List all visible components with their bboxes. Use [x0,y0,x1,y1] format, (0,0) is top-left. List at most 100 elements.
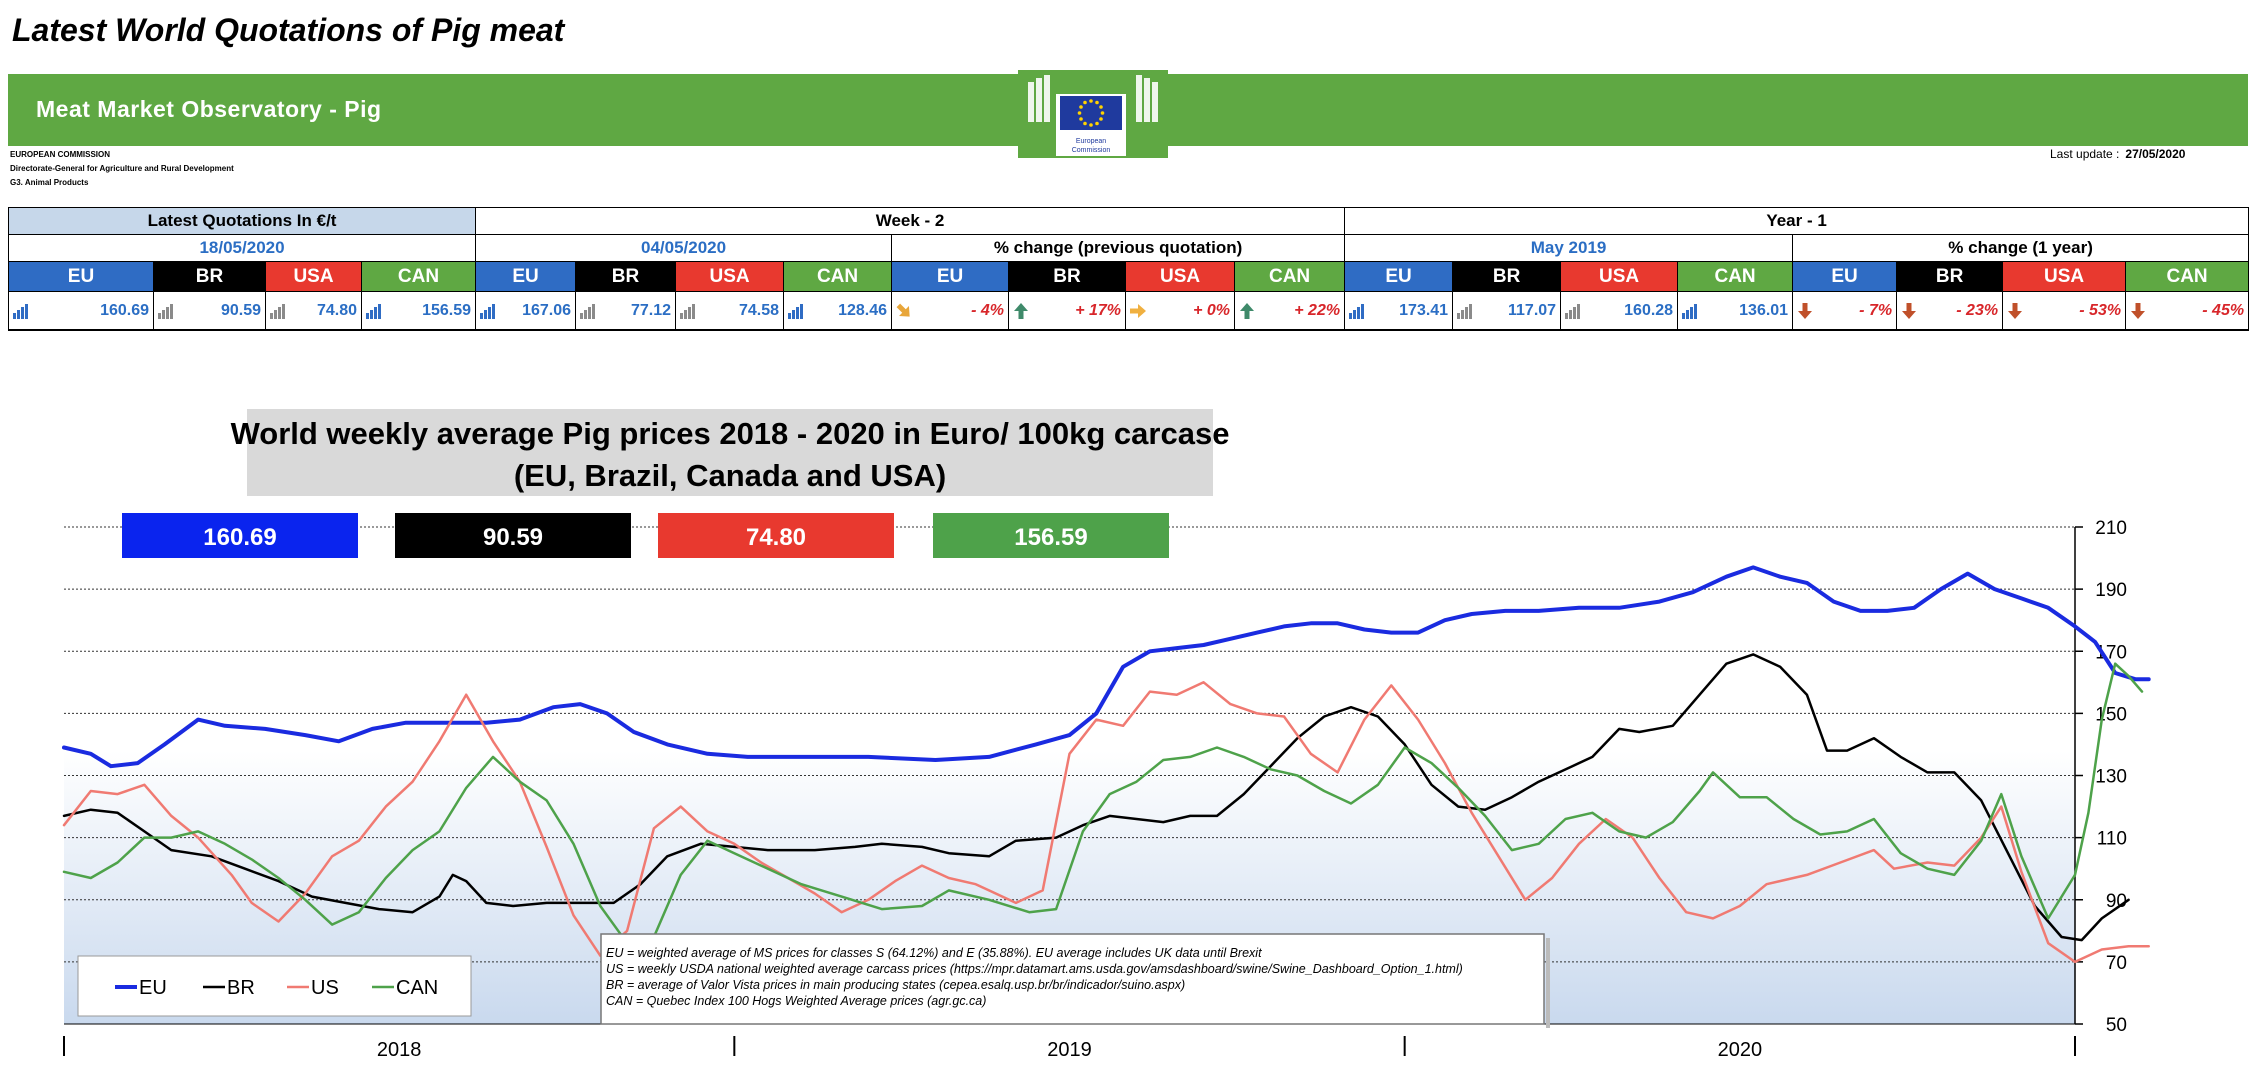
arrow-down-icon [1798,303,1813,319]
value-box [122,513,358,558]
bar-chart-icon [580,304,596,319]
country-eu: EU [475,261,577,292]
country-can: CAN [1234,261,1346,292]
change-cell: - 53% [2002,291,2127,331]
series-line-us [62,681,2150,964]
year-header: Year - 1 [1344,207,2250,235]
country-br: BR [1008,261,1127,292]
week-date: 04/05/2020 [475,234,893,262]
country-can: CAN [2125,261,2250,292]
change-value: - 23% [1956,302,1999,319]
change-value: - 45% [2202,302,2245,319]
country-br: BR [1896,261,2004,292]
values-row: 160.69 90.59 74.80 156.59 167.06 77.12 74.58 12… [8,291,2250,331]
bar-chart-icon [13,304,28,319]
page-title: Latest World Quotations of Pig meat [12,12,565,48]
y-tick-label: 90 [2106,891,2127,912]
country-eu: EU [1792,261,1898,292]
country-eu: EU [8,261,154,292]
price-cell: 90.59 [153,291,266,331]
change-value: + 22% [1294,302,1341,319]
country-can: CAN [1677,261,1794,292]
change-cell: - 4% [891,291,1010,331]
last-update-label: Last update : [2050,147,2120,161]
price-cell: 117.07 [1452,291,1562,331]
value-box-label: 90.59 [483,524,543,551]
bar-chart-icon [1349,304,1365,319]
arrow-up-icon [1240,303,1255,319]
legend-label: CAN [396,977,438,999]
country-usa: USA [1125,261,1236,292]
org-line-2: Directorate-General for Agriculture and … [10,164,234,173]
bar-chart-icon [1682,304,1698,319]
bar-chart-icon [1565,304,1581,319]
price-value: 156.59 [422,302,472,319]
price-cell: 136.01 [1677,291,1794,331]
quotations-table: Latest Quotations In €/t Week - 2 Year -… [7,207,2250,331]
country-br: BR [1452,261,1562,292]
week-change-header: % change (previous quotation) [891,234,1346,262]
european-commission-logo: European Commission [1018,70,1168,158]
price-cell: 160.28 [1560,291,1679,331]
price-value: 173.41 [1399,302,1449,319]
arrow-down-icon [2131,303,2146,319]
x-year-label: 2019 [1047,1039,1092,1061]
bar-chart-icon [270,304,285,319]
legend-label: US [311,977,339,999]
note-line: US = weekly USDA national weighted avera… [606,962,1463,976]
change-cell: + 0% [1125,291,1236,331]
change-value: - 7% [1859,302,1893,319]
year-change-header: % change (1 year) [1792,234,2250,262]
x-year-label: 2020 [1718,1039,1763,1061]
legend-label: BR [227,977,255,999]
arrow-right-icon [1130,304,1147,318]
country-eu: EU [1344,261,1454,292]
note-line: BR = average of Valor Vista prices in ma… [606,978,1185,992]
banner-title: Meat Market Observatory - Pig [36,96,382,122]
price-cell: 173.41 [1344,291,1454,331]
value-box [395,513,631,558]
logo-text-2: Commission [1072,147,1111,154]
y-tick-label: 70 [2106,953,2127,974]
change-cell: - 45% [2125,291,2250,331]
legend-box [77,955,472,1017]
chart-subtitle: (EU, Brazil, Canada and USA) [514,458,946,493]
year-date: May 2019 [1344,234,1794,262]
last-update-value: 27/05/2020 [2125,147,2186,161]
price-value: 90.59 [220,302,261,319]
series-line-eu [62,565,2151,769]
price-cell: 77.12 [575,291,677,331]
country-usa: USA [675,261,785,292]
price-cell: 128.46 [783,291,893,331]
price-value: 160.69 [100,302,149,319]
change-cell: - 7% [1792,291,1898,331]
series-line-can [62,662,2144,945]
arrow-up-icon [1014,303,1029,319]
price-cell: 74.58 [675,291,785,331]
price-value: 74.58 [738,302,780,319]
y-tick-label: 50 [2106,1015,2127,1036]
country-usa: USA [1560,261,1679,292]
org-line-1: EUROPEAN COMMISSION [10,150,111,159]
country-br: BR [575,261,677,292]
country-eu: EU [891,261,1010,292]
series-line-br [62,653,2130,942]
org-line-3: G3. Animal Products [10,178,89,187]
change-cell: - 23% [1896,291,2004,331]
country-header-row: EU BR USA CAN EU BR USA CAN EU BR USA CA… [8,261,2250,292]
notes-box [600,933,1545,1025]
country-can: CAN [783,261,893,292]
change-value: - 53% [2079,302,2122,319]
price-cell: 156.59 [360,291,477,331]
value-box-label: 74.80 [746,524,806,551]
bar-chart-icon [158,304,173,319]
change-cell: + 17% [1008,291,1127,331]
y-tick-label: 130 [2095,767,2127,788]
bar-chart-icon [1457,304,1473,319]
country-usa: USA [265,261,362,292]
latest-quotations-header: Latest Quotations In €/t [7,207,477,235]
y-tick-label: 110 [2097,829,2127,850]
week-header: Week - 2 [475,207,1346,235]
organization-info: EUROPEAN COMMISSION Directorate-General … [10,148,234,190]
legend-label: EU [139,977,167,999]
